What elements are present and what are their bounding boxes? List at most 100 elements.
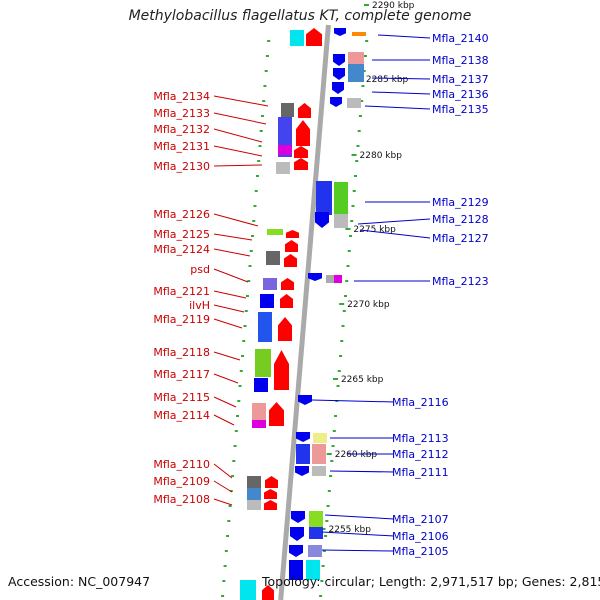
gene-color-block bbox=[255, 349, 271, 377]
right-gene-label: Mfla_2129 bbox=[432, 196, 489, 209]
left-gene-label: Mfla_2109 bbox=[153, 475, 210, 488]
forward-gene-arrow bbox=[306, 28, 322, 46]
left-tick bbox=[221, 595, 225, 597]
right-tick bbox=[342, 310, 346, 312]
right-gene-label: Mfla_2105 bbox=[392, 545, 449, 558]
left-tick bbox=[254, 190, 258, 192]
scale-tick bbox=[339, 303, 345, 305]
forward-gene-arrow bbox=[298, 103, 311, 118]
gene-color-block bbox=[267, 229, 283, 235]
reverse-gene-arrow bbox=[333, 54, 345, 66]
forward-gene-arrow bbox=[285, 240, 298, 252]
gene-color-block bbox=[276, 162, 290, 174]
left-leader-line bbox=[213, 268, 249, 283]
reverse-gene-arrow bbox=[289, 545, 303, 557]
scale-label: 2275 kbp bbox=[353, 225, 396, 235]
left-tick bbox=[255, 175, 259, 177]
right-tick bbox=[322, 550, 326, 552]
scale-label: 2260 kbp bbox=[335, 450, 378, 460]
gene-color-block bbox=[348, 52, 364, 64]
forward-gene-arrow bbox=[264, 500, 277, 510]
scale-label: 2285 kbp bbox=[366, 75, 409, 85]
reverse-gene-arrow bbox=[334, 28, 346, 36]
right-tick bbox=[325, 520, 329, 522]
right-tick bbox=[346, 265, 350, 267]
gene-color-block bbox=[326, 275, 334, 283]
left-tick bbox=[241, 355, 245, 357]
forward-gene-arrow bbox=[284, 254, 297, 267]
gene-color-block bbox=[352, 32, 366, 36]
left-tick bbox=[236, 415, 240, 417]
forward-gene-arrow bbox=[286, 230, 299, 238]
right-gene-label: Mfla_2111 bbox=[392, 466, 449, 479]
right-tick bbox=[348, 235, 352, 237]
right-gene-label: Mfla_2127 bbox=[432, 232, 489, 245]
forward-gene-arrow bbox=[294, 158, 308, 170]
left-leader-line bbox=[213, 145, 263, 157]
scale-tick bbox=[351, 154, 357, 156]
left-tick bbox=[249, 250, 253, 252]
left-tick bbox=[224, 550, 228, 552]
left-gene-label: Mfla_2134 bbox=[153, 90, 210, 103]
topology-label: Topology: circular; Length: 2,971,517 bp… bbox=[262, 574, 600, 589]
right-tick bbox=[331, 445, 335, 447]
right-tick bbox=[351, 205, 355, 207]
right-tick bbox=[365, 40, 369, 42]
left-tick bbox=[260, 115, 264, 117]
scale-label: 2290 kbp bbox=[372, 1, 415, 11]
left-tick bbox=[263, 85, 267, 87]
right-leader-line bbox=[359, 229, 431, 239]
right-gene-label: Mfla_2116 bbox=[392, 396, 449, 409]
scale-tick bbox=[363, 4, 369, 6]
scale-tick bbox=[326, 453, 332, 455]
gene-color-block bbox=[252, 403, 266, 423]
reverse-gene-arrow bbox=[290, 527, 304, 541]
right-leader-line bbox=[329, 470, 395, 473]
reverse-gene-arrow bbox=[296, 432, 310, 442]
gene-color-block bbox=[278, 145, 292, 155]
left-tick bbox=[237, 400, 241, 402]
forward-gene-arrow bbox=[262, 585, 274, 600]
left-tick bbox=[244, 310, 248, 312]
right-tick bbox=[340, 340, 344, 342]
gene-color-block bbox=[247, 476, 261, 490]
right-tick bbox=[360, 100, 364, 102]
right-tick bbox=[324, 535, 328, 537]
map-title: Methylobacillus flagellatus KT, complete… bbox=[128, 8, 472, 24]
left-tick bbox=[233, 445, 237, 447]
right-leader-line bbox=[324, 514, 395, 520]
gene-color-block bbox=[312, 466, 326, 476]
left-tick bbox=[257, 160, 261, 162]
reverse-gene-arrow bbox=[333, 68, 345, 80]
left-leader-line bbox=[213, 396, 237, 408]
right-gene-label: Mfla_2138 bbox=[432, 54, 489, 67]
forward-gene-arrow bbox=[294, 146, 308, 158]
left-tick bbox=[247, 280, 251, 282]
left-leader-line bbox=[213, 164, 263, 167]
scale-tick bbox=[345, 228, 351, 230]
right-tick bbox=[347, 250, 351, 252]
left-gene-label: Mfla_2117 bbox=[153, 368, 210, 381]
left-tick bbox=[243, 325, 247, 327]
left-tick bbox=[234, 430, 238, 432]
left-leader-line bbox=[213, 318, 243, 329]
gene-color-block bbox=[254, 378, 268, 392]
right-tick bbox=[345, 280, 349, 282]
gene-color-block bbox=[266, 251, 280, 265]
right-tick bbox=[329, 475, 333, 477]
left-leader-line bbox=[213, 498, 233, 506]
left-tick bbox=[258, 145, 262, 147]
right-tick bbox=[337, 370, 341, 372]
reverse-gene-arrow bbox=[332, 82, 344, 94]
left-leader-line bbox=[213, 351, 241, 361]
right-gene-label: Mfla_2136 bbox=[432, 88, 489, 101]
reverse-gene-arrow bbox=[291, 511, 305, 523]
forward-gene-arrow bbox=[296, 120, 310, 146]
right-tick bbox=[352, 190, 356, 192]
right-leader-line bbox=[311, 399, 395, 403]
forward-gene-arrow bbox=[264, 489, 277, 499]
right-tick bbox=[334, 415, 338, 417]
forward-gene-arrow bbox=[280, 294, 293, 308]
gene-color-block bbox=[240, 580, 256, 600]
